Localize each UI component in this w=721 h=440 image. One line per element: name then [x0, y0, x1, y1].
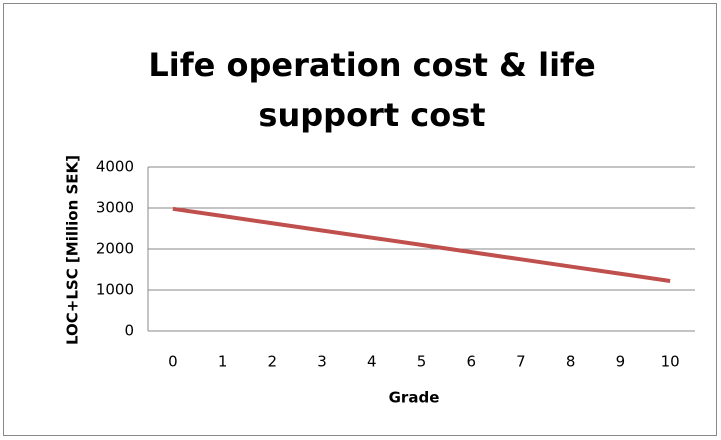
y-tick-label: 4000 — [96, 158, 134, 176]
x-tick-label: 0 — [168, 353, 178, 371]
y-tick-label: 1000 — [96, 281, 134, 299]
x-tick-label: 7 — [516, 353, 526, 371]
x-axis-label: Grade — [389, 389, 440, 407]
x-tick-label: 3 — [317, 353, 327, 371]
x-tick-label: 4 — [367, 353, 377, 371]
x-tick-label: 9 — [616, 353, 626, 371]
line-series — [172, 206, 671, 283]
chart-title: Life operation cost & life support cost — [148, 46, 596, 134]
x-tick-label: 5 — [417, 353, 427, 371]
x-tick-label: 6 — [466, 353, 476, 371]
x-tick-label: 10 — [661, 353, 680, 371]
x-tick-label: 8 — [566, 353, 576, 371]
chart-border — [3, 3, 717, 436]
y-tick-label: 2000 — [96, 240, 134, 258]
y-tick-label: 3000 — [96, 199, 134, 217]
y-tick-label: 0 — [124, 322, 134, 340]
x-tick-label: 1 — [218, 353, 228, 371]
x-tick-label: 2 — [268, 353, 278, 371]
y-axis-label: LOC+LSC [Million SEK] — [64, 155, 82, 345]
